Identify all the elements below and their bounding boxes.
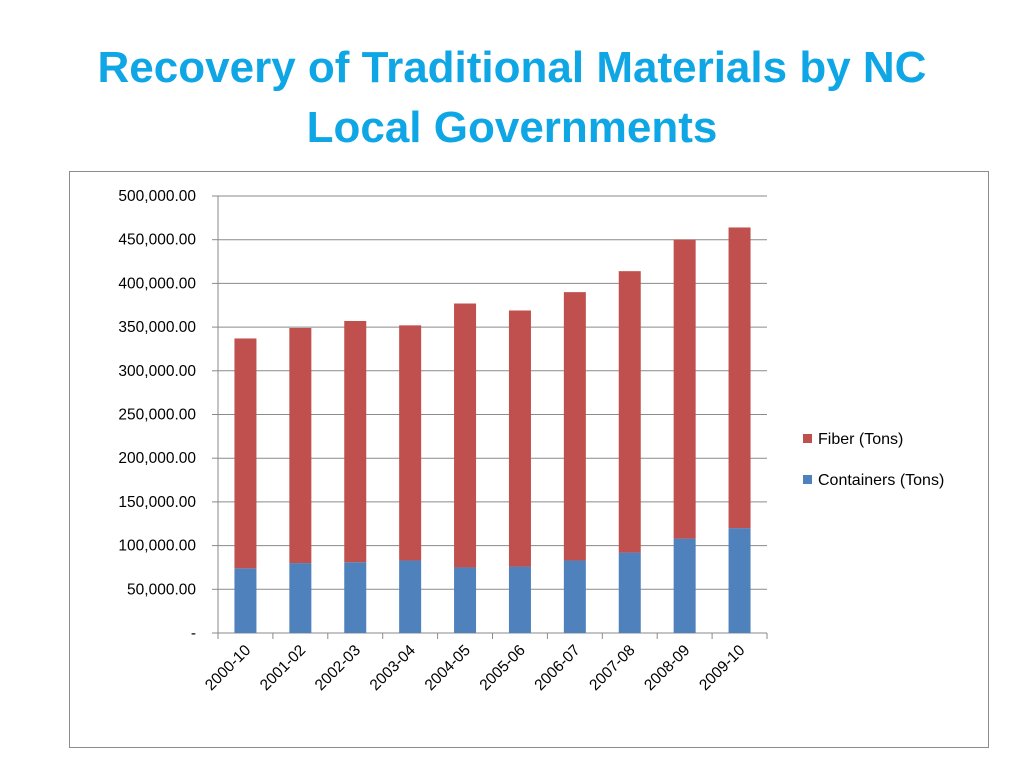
x-tick-label: 2004-05 bbox=[422, 642, 474, 694]
x-tick-label: 2009-10 bbox=[696, 642, 749, 695]
bar-segment-containers bbox=[234, 568, 257, 633]
bar-segment-fiber bbox=[673, 239, 696, 539]
legend-label: Fiber (Tons) bbox=[818, 431, 903, 448]
bar-segment-containers bbox=[673, 538, 696, 633]
y-tick-label: 450,000.00 bbox=[118, 232, 196, 249]
bar-segment-containers bbox=[508, 566, 531, 633]
bar-segment-fiber bbox=[508, 310, 531, 567]
legend-swatch bbox=[803, 434, 812, 443]
y-tick-label: - bbox=[191, 625, 196, 642]
bar-segment-fiber bbox=[563, 292, 586, 561]
bar-segment-containers bbox=[728, 528, 751, 633]
x-tick-label: 2001-02 bbox=[257, 642, 309, 694]
y-tick-label: 350,000.00 bbox=[118, 319, 196, 336]
slide-title-line-2: Local Governments bbox=[306, 103, 718, 152]
bar-segment-containers bbox=[289, 563, 312, 633]
bar-segment-containers bbox=[399, 560, 422, 633]
y-tick-label: 300,000.00 bbox=[118, 363, 196, 380]
x-tick-label: 2002-03 bbox=[312, 642, 364, 694]
y-tick-label: 50,000.00 bbox=[127, 581, 196, 598]
bar-segment-containers bbox=[344, 562, 367, 633]
bar-segment-fiber bbox=[289, 327, 312, 564]
slide-title: Recovery of Traditional Materials by NC … bbox=[40, 38, 984, 158]
y-tick-label: 200,000.00 bbox=[118, 450, 196, 467]
bar-segment-fiber bbox=[234, 338, 257, 569]
x-tick-label: 2000-10 bbox=[202, 642, 255, 695]
x-tick-label: 2003-04 bbox=[367, 642, 420, 695]
x-tick-label: 2008-09 bbox=[641, 642, 693, 694]
bar-segment-fiber bbox=[399, 325, 422, 561]
y-tick-label: 250,000.00 bbox=[118, 407, 196, 424]
x-tick-label: 2005-06 bbox=[477, 642, 529, 694]
y-tick-label: 150,000.00 bbox=[118, 494, 196, 511]
bar-segment-fiber bbox=[344, 320, 367, 563]
bar-segment-containers bbox=[618, 552, 641, 633]
y-tick-label: 400,000.00 bbox=[118, 275, 196, 292]
x-tick-label: 2007-08 bbox=[586, 642, 638, 694]
bar-segment-containers bbox=[454, 567, 477, 633]
bar-segment-fiber bbox=[728, 227, 751, 529]
y-tick-label: 100,000.00 bbox=[118, 538, 196, 555]
legend-label: Containers (Tons) bbox=[818, 472, 944, 489]
x-tick-label: 2006-07 bbox=[531, 642, 583, 694]
slide-title-line-1: Recovery of Traditional Materials by NC bbox=[97, 43, 927, 92]
y-tick-label: 500,000.00 bbox=[118, 188, 196, 205]
chart-frame bbox=[69, 171, 989, 748]
legend-swatch bbox=[803, 475, 812, 484]
bar-segment-containers bbox=[563, 560, 586, 633]
bar-segment-fiber bbox=[618, 271, 641, 553]
bar-segment-fiber bbox=[454, 303, 477, 568]
